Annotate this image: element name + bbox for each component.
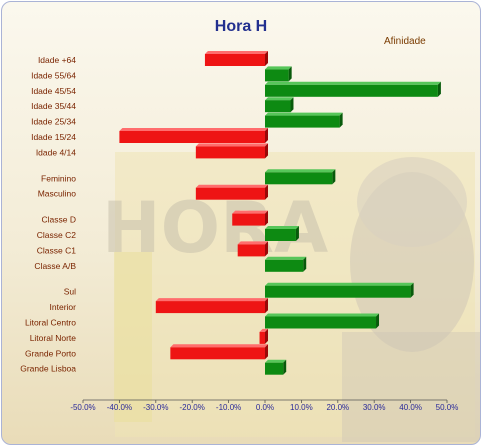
- bar-13: [265, 285, 411, 298]
- bar-top-7: [265, 169, 336, 173]
- bar-side-12: [303, 256, 307, 272]
- bar-side-7: [332, 169, 336, 185]
- bar-side-13: [410, 282, 414, 298]
- category-label: Litoral Centro: [25, 318, 76, 328]
- category-label: Idade 4/14: [36, 147, 76, 157]
- bar-10: [265, 229, 296, 241]
- bar-side-10: [295, 226, 299, 241]
- x-tick-label: 30.0%: [363, 403, 386, 412]
- bar-15: [265, 316, 377, 329]
- bar-side-14: [265, 298, 268, 314]
- bar-top-4: [265, 112, 343, 116]
- bar-side-4: [339, 112, 343, 128]
- bar-17: [170, 347, 265, 360]
- bar-top-11: [237, 241, 268, 245]
- category-label: Idade 35/44: [31, 101, 76, 111]
- bar-top-18: [265, 359, 287, 363]
- bar-side-2: [437, 81, 441, 97]
- x-tick-label: -20.0%: [180, 403, 205, 412]
- category-label: Idade 55/64: [31, 70, 76, 80]
- x-tick-label: 10.0%: [290, 403, 313, 412]
- x-tick-label: 50.0%: [436, 403, 459, 412]
- bar-12: [265, 259, 304, 272]
- bar-side-18: [283, 359, 287, 375]
- bar-16: [259, 331, 265, 344]
- bar-side-5: [265, 128, 268, 143]
- category-label: Classe A/B: [34, 261, 76, 271]
- x-tick-label: 0.0%: [256, 403, 274, 412]
- category-label: Classe C1: [37, 245, 76, 255]
- x-tick-label: 40.0%: [399, 403, 422, 412]
- category-label: Idade 15/24: [31, 132, 76, 142]
- category-label: Litoral Norte: [30, 333, 77, 343]
- bar-top-12: [265, 256, 307, 260]
- bar-8: [195, 187, 265, 200]
- bar-18: [265, 362, 284, 375]
- bar-side-1: [288, 66, 292, 82]
- bar-0: [204, 54, 265, 66]
- bar-side-17: [265, 344, 268, 360]
- bar-1: [265, 69, 289, 82]
- x-tick-label: -50.0%: [70, 403, 95, 412]
- bar-side-0: [265, 51, 268, 66]
- bar-side-6: [265, 143, 268, 159]
- bar-top-2: [265, 81, 441, 85]
- category-label: Sul: [64, 287, 76, 297]
- bar-top-13: [265, 282, 414, 286]
- bar-top-1: [265, 66, 292, 70]
- category-label: Classe C2: [37, 230, 76, 240]
- bar-top-0: [204, 51, 268, 54]
- bar-top-5: [119, 128, 269, 131]
- bar-side-16: [265, 328, 268, 344]
- x-tick-label: -30.0%: [143, 403, 168, 412]
- bar-14: [155, 301, 265, 314]
- category-label: Idade 25/34: [31, 117, 76, 127]
- category-label: Idade 45/54: [31, 86, 76, 96]
- category-label: Grande Porto: [25, 348, 76, 358]
- bar-2: [265, 84, 438, 97]
- bar-top-17: [170, 344, 268, 348]
- bar-top-6: [195, 143, 268, 147]
- bar-side-8: [265, 184, 268, 200]
- bar-4: [265, 115, 340, 128]
- bar-11: [237, 244, 265, 257]
- bar-top-14: [155, 298, 268, 302]
- chart-title: Hora H: [214, 18, 268, 35]
- category-label: Masculino: [38, 189, 77, 199]
- bar-side-9: [265, 210, 268, 226]
- category-label: Grande Lisboa: [20, 364, 76, 374]
- bar-top-10: [265, 226, 299, 229]
- bar-top-16: [259, 328, 268, 332]
- bar-7: [265, 172, 333, 185]
- bar-top-8: [195, 184, 268, 188]
- bar-top-15: [265, 313, 380, 317]
- x-tick-label: 20.0%: [326, 403, 349, 412]
- bar-side-15: [376, 313, 380, 329]
- legend-label: Afinidade: [384, 36, 426, 47]
- bar-side-3: [290, 97, 294, 113]
- category-label: Interior: [50, 302, 77, 312]
- bar-5: [119, 131, 266, 143]
- bar-top-3: [265, 97, 294, 101]
- x-tick-label: -10.0%: [216, 403, 241, 412]
- bar-3: [265, 100, 291, 113]
- x-tick-label: -40.0%: [107, 403, 132, 412]
- bar-side-11: [265, 241, 268, 257]
- category-label: Classe D: [42, 215, 76, 225]
- bar-9: [232, 213, 265, 226]
- bar-6: [195, 146, 265, 159]
- category-label: Idade +64: [38, 55, 76, 65]
- bar-top-9: [232, 210, 268, 214]
- category-label: Feminino: [41, 173, 76, 183]
